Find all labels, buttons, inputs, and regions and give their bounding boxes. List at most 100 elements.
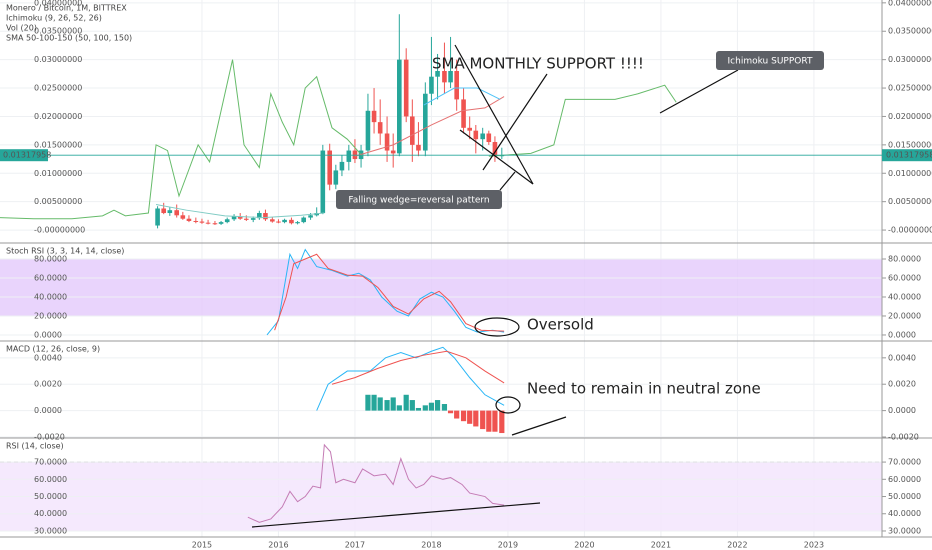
line (354, 96, 505, 157)
x-tick-label: 2015 (192, 541, 212, 550)
x-tick-label: 2018 (421, 541, 441, 550)
indicator-label: SMA 50-100-150 (50, 100, 150) (6, 34, 132, 43)
histogram-bar (409, 400, 415, 411)
y-tick-label: 0.0040 (34, 353, 62, 362)
histogram-bar (371, 394, 377, 411)
line (266, 248, 505, 336)
y-tick-label: 20.0000 (888, 311, 921, 320)
line (423, 87, 501, 106)
y-tick-label: 0.03500000 (888, 27, 932, 36)
candle-body (429, 76, 434, 94)
y-tick-label: 0.02000000 (888, 112, 932, 121)
y-tick-label: 0.0000 (34, 330, 62, 339)
candle-body (435, 71, 440, 77)
x-tick-label: 2017 (345, 541, 365, 550)
last-price-label: 0.01317958 (886, 151, 932, 160)
histogram-bar (384, 400, 390, 411)
candle-body (276, 221, 281, 223)
y-tick-label: 0.0040 (888, 353, 916, 362)
y-tick-label: 50.0000 (888, 492, 921, 501)
histogram-bar (454, 410, 460, 419)
y-tick-label: 0.0000 (888, 330, 916, 339)
candle-body (205, 222, 211, 224)
indicator-label: Ichimoku (9, 26, 52, 26) (6, 14, 102, 23)
y-tick-label: 0.00500000 (888, 197, 932, 206)
candle-body (390, 150, 396, 154)
pane-title: MACD (12, 26, close, 9) (6, 345, 100, 354)
histogram-bar (441, 404, 448, 411)
line (247, 443, 505, 523)
y-tick-label: 60.0000 (34, 475, 67, 484)
histogram-bar (396, 405, 402, 411)
histogram-bar (486, 410, 492, 432)
candle-body (186, 218, 192, 221)
candle-body (454, 71, 459, 100)
line (0, 59, 363, 220)
candle-body (250, 218, 256, 220)
pane-title: RSI (14, close) (6, 442, 64, 451)
candle-body (193, 220, 199, 222)
candle-body (237, 216, 243, 219)
y-tick-label: 0.02500000 (34, 84, 82, 93)
histogram-bar (467, 410, 473, 424)
candle-body (231, 216, 237, 220)
y-tick-label: 30.0000 (888, 526, 921, 535)
histogram-bar (434, 400, 441, 411)
candle-body (155, 208, 160, 226)
candle-body (442, 71, 447, 83)
candle-body (410, 116, 415, 145)
candle-body (352, 150, 358, 160)
candle-body (492, 142, 498, 157)
candle-body (167, 210, 173, 214)
y-tick-label: 70.0000 (888, 458, 921, 467)
x-tick-label: 2019 (498, 541, 518, 550)
y-tick-label: 50.0000 (34, 492, 67, 501)
y-tick-label: 0.01000000 (888, 169, 932, 178)
histogram-bar (428, 402, 435, 411)
candle-body (212, 223, 218, 225)
candle-body (320, 150, 326, 214)
y-tick-label: 40.0000 (34, 292, 67, 301)
line (316, 346, 505, 411)
candle-body (346, 150, 352, 162)
histogram-bar (403, 394, 409, 411)
candle-body (263, 213, 268, 220)
last-price-box (0, 149, 48, 162)
histogram-bar (480, 410, 486, 430)
band (0, 259, 882, 316)
chart-title: Monero / Bitcoin, 1M, BITTREX (6, 4, 127, 13)
x-tick-label: 2020 (574, 541, 594, 550)
candle-body (224, 219, 230, 223)
candle-body (333, 170, 339, 185)
candle-body (377, 122, 383, 134)
candle-body (270, 219, 275, 222)
y-tick-label: 0.01500000 (888, 140, 932, 149)
candle-body (301, 217, 306, 223)
candle-body (467, 127, 472, 131)
y-tick-label: 80.0000 (888, 255, 921, 264)
histogram-bar (499, 410, 505, 434)
candle-body (339, 161, 345, 171)
y-tick-label: 0.0020 (888, 380, 916, 389)
candle-body (199, 221, 205, 223)
annotation-box (336, 190, 502, 209)
line (488, 84, 677, 157)
candle-body (257, 213, 262, 219)
y-tick-label: 0.0020 (34, 380, 62, 389)
x-tick-label: 2016 (268, 541, 288, 550)
y-tick-label: 0.03000000 (34, 55, 82, 64)
line (155, 204, 325, 219)
candle-body (473, 130, 479, 140)
annotation: Need to remain in neutral zone (527, 380, 761, 398)
x-tick-label: 2023 (804, 541, 824, 550)
candle-body (448, 71, 453, 83)
line (274, 253, 505, 332)
y-tick-label: 40.0000 (34, 509, 67, 518)
annotation: Oversold (527, 316, 594, 334)
y-tick-label: 0.00500000 (34, 197, 82, 206)
y-tick-label: 20.0000 (34, 311, 67, 320)
histogram-bar (422, 405, 428, 411)
grid (0, 0, 882, 537)
drawing-lines (251, 44, 739, 528)
x-tick-label: 2022 (727, 541, 747, 550)
